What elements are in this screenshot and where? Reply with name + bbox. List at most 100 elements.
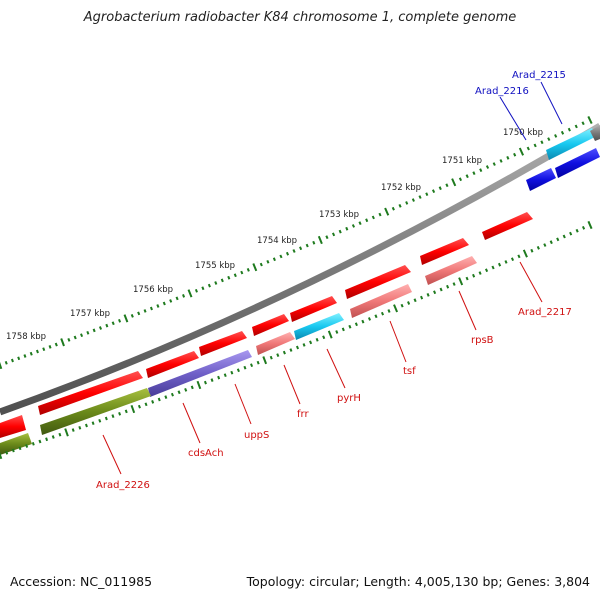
- outer-scale-tick: [227, 275, 231, 280]
- outer-scale-tick: [472, 171, 476, 176]
- gene-label-arad-2226[interactable]: Arad_2226: [96, 480, 150, 491]
- outer-scale-tick: [411, 198, 415, 202]
- inner-scale-tick: [439, 287, 443, 292]
- outer-scale-tick: [175, 296, 179, 301]
- gene-label-cdsach[interactable]: cdsAch: [188, 448, 224, 459]
- outer-scale-tick: [35, 349, 39, 354]
- gene-arrow-inner-cdsach[interactable]: [148, 350, 252, 397]
- gene-arrow-inner-rpsb[interactable]: [425, 256, 477, 285]
- gene-arrow-inner-pyrh[interactable]: [294, 313, 344, 340]
- inner-scale-tick: [458, 277, 464, 286]
- gene-arrow-inner-frr[interactable]: [256, 332, 295, 355]
- outer-scale-tick: [292, 249, 296, 253]
- outer-scale-tick: [458, 177, 463, 182]
- gene-labels: Arad_2215 Arad_2216 Arad_2217 rpsB tsf p…: [96, 70, 572, 491]
- outer-scale-tick: [272, 257, 276, 262]
- inner-scale-tick: [549, 240, 553, 245]
- inner-track: [0, 148, 600, 455]
- leader-frr: [283, 364, 301, 405]
- label-leaders: [102, 81, 563, 475]
- outer-scale-tick: [285, 251, 290, 256]
- gene-label-arad-2217[interactable]: Arad_2217: [518, 307, 572, 318]
- gene-arrow-tsf[interactable]: [345, 265, 411, 299]
- gene-arrow-arad-2216-b[interactable]: [555, 148, 600, 178]
- gene-arrow-inner-left-edge[interactable]: [0, 433, 32, 455]
- gene-arrow-left-edge[interactable]: [0, 415, 26, 438]
- gene-arrow-arad-2215[interactable]: [546, 128, 597, 160]
- inner-scale-tick: [256, 360, 260, 365]
- inner-scale-tick: [478, 271, 482, 275]
- gene-label-rpsb[interactable]: rpsB: [471, 335, 494, 346]
- gene-label-frr[interactable]: frr: [297, 409, 309, 420]
- outer-scale-tick: [465, 174, 469, 179]
- outer-scale-tick: [518, 147, 525, 156]
- outer-scale-tick: [111, 321, 115, 326]
- outer-scale-tick: [299, 246, 303, 251]
- inner-scale-tick: [144, 402, 148, 407]
- outer-scale-tick: [378, 212, 382, 217]
- gene-arrow-cdsach[interactable]: [146, 351, 199, 378]
- outer-scale-tick: [431, 189, 436, 194]
- inner-scale-tick: [51, 435, 55, 439]
- gene-arrow-inner-arad-2226[interactable]: [40, 388, 151, 435]
- inner-scale-tick: [295, 345, 300, 350]
- outer-scale-tick: [384, 207, 390, 216]
- inner-scale-tick: [374, 314, 378, 319]
- forward-track: [0, 125, 600, 438]
- gene-label-pyrh[interactable]: pyrH: [337, 393, 361, 404]
- inner-scale-tick: [243, 365, 247, 370]
- outer-scale-tick: [405, 201, 409, 205]
- inner-scale-tick: [491, 265, 495, 270]
- gene-label-upps[interactable]: uppS: [244, 430, 269, 441]
- gene-arrow-pyrh[interactable]: [290, 296, 337, 322]
- inner-scale-tick: [393, 304, 399, 313]
- outer-scale-tick: [587, 115, 593, 125]
- leader-tsf: [389, 320, 407, 363]
- outer-scale-tick: [574, 124, 578, 129]
- gene-arrow-arad-2226[interactable]: [38, 371, 143, 415]
- leader-arad-2217: [519, 261, 543, 303]
- gene-label-arad-2216[interactable]: Arad_2216: [475, 86, 529, 97]
- inner-scale-tick: [269, 355, 273, 360]
- outer-scale-tick: [540, 140, 544, 145]
- inner-scale-tick: [484, 268, 489, 273]
- leader-upps: [234, 383, 252, 425]
- outer-scale-tick: [23, 354, 27, 358]
- inner-scale-tick: [322, 335, 326, 340]
- gene-arrow-arad-2217[interactable]: [482, 212, 533, 240]
- gene-label-tsf[interactable]: tsf: [403, 366, 416, 377]
- outer-scale-tick: [149, 306, 153, 311]
- inner-scale-tick: [276, 353, 280, 357]
- inner-scale-tick: [38, 439, 42, 444]
- inner-scale-tick: [517, 254, 521, 259]
- gene-arrow-uppS[interactable]: [199, 331, 247, 356]
- outer-scale-tick: [86, 330, 90, 335]
- inner-scale-tick: [361, 319, 365, 324]
- outer-scale-tick: [547, 137, 551, 142]
- outer-scale-tick: [451, 178, 457, 187]
- gene-label-arad-2215[interactable]: Arad_2215: [512, 70, 566, 81]
- scale-label-1753: 1753 kbp: [319, 210, 359, 220]
- outer-scale-tick: [492, 162, 496, 166]
- scale-labels: 1758 kbp 1757 kbp 1756 kbp 1755 kbp 1754…: [6, 128, 543, 342]
- gene-arrow-arad-2216[interactable]: [526, 168, 556, 191]
- outer-scale-tick: [425, 192, 429, 196]
- outer-scale-tick: [194, 288, 198, 293]
- outer-scale-tick: [418, 195, 422, 199]
- gene-arrow-rpsb[interactable]: [420, 238, 469, 265]
- inner-scale-tick: [465, 276, 469, 281]
- outer-scale-tick: [162, 301, 166, 306]
- gene-arrow-arad-2215-cont[interactable]: [590, 125, 600, 141]
- accession-text: Accession: NC_011985: [10, 574, 153, 589]
- gene-arrow-inner-tsf[interactable]: [350, 284, 412, 318]
- inner-scale-tick: [407, 301, 411, 305]
- inner-scale-tick: [210, 378, 214, 382]
- inner-scale-tick: [91, 421, 95, 426]
- outer-scale-tick: [42, 347, 46, 352]
- outer-scale-tick: [325, 235, 329, 240]
- outer-scale-tick: [317, 235, 323, 245]
- inner-scale-tick: [104, 416, 108, 421]
- gene-arrow-frr[interactable]: [252, 314, 289, 336]
